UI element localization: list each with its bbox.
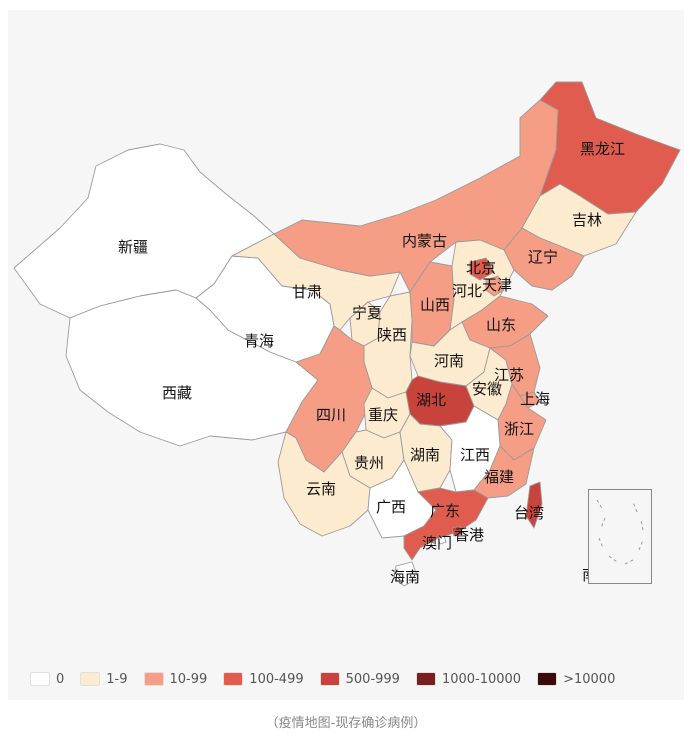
province-label-hongkong: 香港 [454, 526, 484, 544]
legend-label: >10000 [563, 671, 616, 687]
province-label-jiangsu: 江苏 [494, 366, 524, 384]
legend-item[interactable]: 10-99 [143, 671, 208, 687]
south-china-sea-inset [588, 489, 652, 584]
legend-swatch [223, 672, 244, 686]
province-label-shandong: 山东 [486, 316, 516, 334]
province-label-zhejiang: 浙江 [504, 420, 534, 438]
legend-swatch [415, 672, 436, 686]
province-hainan[interactable] [393, 561, 419, 587]
province-label-neimenggu: 内蒙古 [402, 232, 447, 250]
province-label-henan: 河南 [434, 352, 464, 370]
province-label-hunan: 湖南 [410, 446, 440, 464]
legend-swatch [30, 672, 50, 686]
province-label-shanxi: 山西 [420, 296, 450, 314]
province-label-xinjiang: 新疆 [118, 238, 148, 256]
legend-label: 1000-10000 [441, 671, 522, 687]
legend-label: 100-499 [249, 671, 304, 687]
province-beijing[interactable] [469, 257, 495, 281]
province-label-chongqing: 重庆 [368, 406, 398, 424]
legend-item[interactable]: 500-999 [319, 671, 400, 687]
province-label-beijing: 北京 [466, 259, 496, 277]
province-label-guizhou: 贵州 [354, 454, 384, 472]
province-label-hebei: 河北 [452, 282, 482, 300]
province-label-liaoning: 辽宁 [528, 248, 558, 266]
legend-item[interactable]: 1-9 [80, 671, 128, 687]
legend-item[interactable]: >10000 [537, 672, 615, 687]
legend-item[interactable]: 1000-10000 [415, 671, 522, 687]
province-label-tianjin: 天津 [482, 276, 512, 294]
legend-label: 500-999 [345, 671, 400, 687]
province-label-hainan: 海南 [390, 568, 420, 586]
map-caption: （疫情地图-现存确诊病例） [265, 716, 427, 731]
province-label-taiwan: 台湾 [514, 504, 544, 522]
province-label-guangxi: 广西 [376, 498, 406, 516]
province-label-hubei: 湖北 [416, 391, 446, 409]
province-tianjin[interactable] [485, 275, 505, 297]
province-label-xizang: 西藏 [162, 384, 192, 402]
province-label-shanghai: 上海 [520, 390, 550, 408]
province-label-guangdong: 广东 [430, 502, 460, 520]
province-label-ningxia: 宁夏 [352, 304, 382, 322]
islands-dashed-line-icon [596, 499, 644, 565]
province-label-jilin: 吉林 [572, 211, 602, 229]
province-label-anhui: 安徽 [472, 380, 502, 398]
legend-swatch [143, 672, 164, 686]
legend-swatch [319, 672, 340, 686]
legend-swatch [537, 672, 558, 686]
legend-item[interactable]: 0 [30, 672, 64, 687]
province-taiwan[interactable] [525, 481, 543, 529]
legend-label: 10-99 [169, 671, 208, 687]
province-label-shaanxi: 陕西 [377, 326, 407, 344]
province-label-gansu: 甘肃 [292, 283, 322, 301]
province-label-yunnan: 云南 [306, 480, 336, 498]
province-label-sichuan: 四川 [316, 406, 346, 424]
province-label-heilongjiang: 黑龙江 [580, 140, 625, 158]
province-label-qinghai: 青海 [244, 332, 274, 350]
province-sichuan[interactable] [285, 325, 373, 473]
province-fujian[interactable] [473, 445, 535, 499]
province-hongkong[interactable] [451, 525, 463, 537]
legend-swatch [80, 672, 101, 686]
province-label-jiangxi: 江西 [460, 446, 490, 464]
legend-label: 0 [56, 671, 65, 687]
legend-label: 1-9 [106, 671, 128, 687]
province-label-macau: 澳门 [422, 534, 452, 552]
province-macau[interactable] [437, 535, 447, 545]
legend: 0 1-9 10-99 100-499 500-999 1000-10000 >10000 [30, 668, 631, 690]
legend-item[interactable]: 100-499 [223, 671, 304, 687]
province-label-fujian: 福建 [484, 468, 514, 486]
